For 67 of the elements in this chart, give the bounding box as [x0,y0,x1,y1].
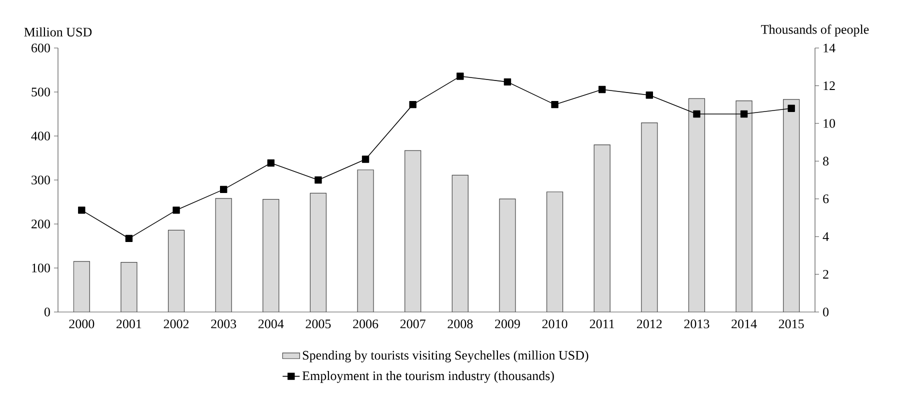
x-tick-label: 2004 [258,320,284,328]
point [78,206,86,214]
bar [499,198,516,312]
bar [452,174,468,312]
point [220,186,228,194]
point [125,234,133,242]
bar [404,150,422,312]
y-tick-label: 100 [32,264,50,272]
point [172,206,180,214]
point [456,72,464,80]
y-tick-label: 600 [32,44,50,52]
x-tick-label: 2012 [636,320,662,328]
bar [546,192,564,312]
y2-tick-label: 14 [824,44,836,52]
x-tick-label: 2003 [211,320,236,328]
x-tick-label: 2008 [448,320,473,328]
point [693,110,700,118]
y-tick-label: 0 [44,308,50,316]
bar [120,262,138,312]
y2-tick-label: 12 [824,81,835,90]
x-tick-label: 2014 [732,320,757,328]
bar [215,198,232,312]
bar [73,261,90,312]
y-tick-label: 500 [32,88,50,96]
point [646,92,654,99]
y2-tick-label: 6 [823,194,829,204]
y2-tick-label: 8 [823,156,829,166]
bar [357,170,374,312]
bar [168,230,185,312]
x-tick-label: 2000 [69,320,94,328]
bar [688,98,706,312]
point [267,159,275,167]
legend-label: Employment in the tourism industry (thousands) [302,371,554,383]
y-tick-label: 300 [32,176,50,184]
bar [310,192,327,312]
point [362,156,370,163]
point [504,78,512,86]
x-tick-label: 2005 [306,320,331,328]
point [740,110,748,118]
x-tick-label: 2010 [542,320,568,328]
x-tick-label: 2002 [164,320,189,328]
bar [736,100,752,312]
y-tick-label: 200 [32,220,50,228]
x-tick-label: 2015 [778,320,804,328]
x-tick-label: 2007 [400,320,426,328]
point [551,100,558,108]
legend-label: Spending by tourists visiting Seychelles (million USD) [302,350,588,362]
point [409,100,416,108]
y-tick-label: 400 [31,132,50,140]
x-tick-label: 2011 [590,320,614,328]
y2-tick-label: 0 [823,308,829,316]
x-tick-label: 2013 [684,320,710,328]
y2-tick-label: 2 [823,270,828,279]
y2-axis-title: Thousands of people [761,24,869,36]
y2-tick-label: 10 [824,119,836,128]
x-tick-label: 2006 [353,320,378,328]
x-tick-label: 2009 [495,320,520,328]
bar [262,199,280,312]
x-tick-label: 2001 [116,320,142,328]
y-axis-title: Million USD [24,27,92,36]
point [314,176,322,184]
bar [783,99,800,312]
bar [641,122,658,312]
point [598,86,606,94]
y2-tick-label: 4 [822,232,829,241]
point [788,104,795,112]
bar [594,144,610,312]
